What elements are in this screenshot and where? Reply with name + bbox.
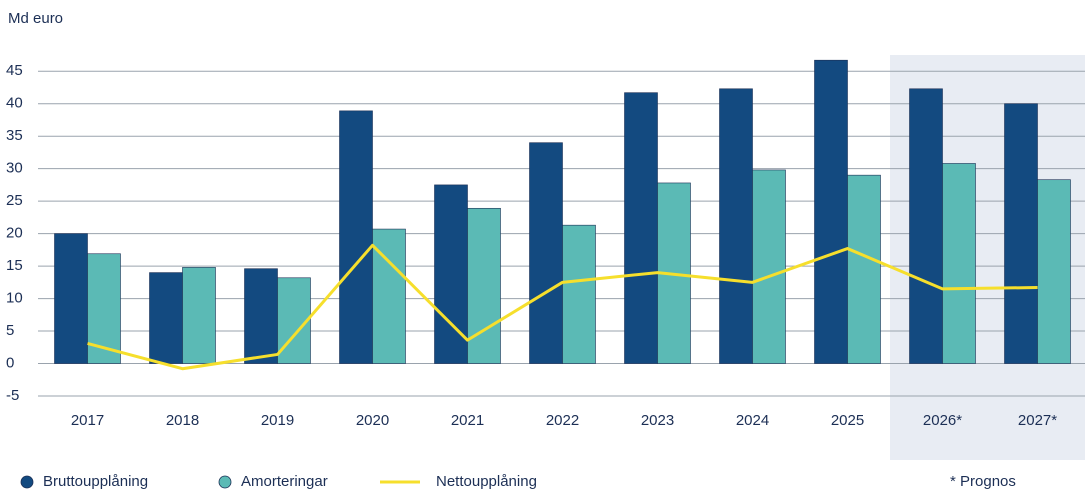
bar xyxy=(942,163,976,364)
x-tick-label: 2026* xyxy=(923,412,962,429)
x-tick-label: 2025 xyxy=(831,412,864,429)
bar xyxy=(719,88,753,364)
y-tick-label: 0 xyxy=(6,354,14,371)
x-tick-label: 2024 xyxy=(736,412,769,429)
bar xyxy=(624,92,658,364)
legend-label: Nettoupplåning xyxy=(436,473,537,490)
x-tick-label: 2027* xyxy=(1018,412,1057,429)
y-axis-label: Md euro xyxy=(8,10,63,27)
line xyxy=(87,243,1038,371)
legend-swatch xyxy=(218,475,232,489)
x-tick-label: 2021 xyxy=(451,412,484,429)
bar xyxy=(1004,103,1038,364)
bar xyxy=(562,224,596,364)
legend-label: Amorteringar xyxy=(241,473,328,490)
bar xyxy=(182,267,216,364)
x-tick-label: 2023 xyxy=(641,412,674,429)
x-tick-label: 2022 xyxy=(546,412,579,429)
bar xyxy=(149,272,183,364)
y-tick-label: 30 xyxy=(6,160,23,177)
bar xyxy=(54,233,88,364)
y-tick-label: 20 xyxy=(6,225,23,242)
legend-label: Bruttoupplåning xyxy=(43,473,148,490)
bar xyxy=(814,59,848,364)
bar xyxy=(244,268,278,364)
bar xyxy=(467,207,501,364)
x-tick-label: 2019 xyxy=(261,412,294,429)
bar xyxy=(847,174,881,364)
y-tick-label: 35 xyxy=(6,127,23,144)
bar xyxy=(529,142,563,364)
bar xyxy=(909,88,943,364)
x-tick-label: 2018 xyxy=(166,412,199,429)
x-tick-label: 2020 xyxy=(356,412,389,429)
legend-swatch xyxy=(20,475,34,489)
y-tick-label: 40 xyxy=(6,95,23,112)
annotation: * Prognos xyxy=(950,473,1016,490)
y-tick-label: 45 xyxy=(6,62,23,79)
y-tick-label: 15 xyxy=(6,257,23,274)
x-tick-label: 2017 xyxy=(71,412,104,429)
bar xyxy=(1037,179,1071,364)
y-tick-label: 5 xyxy=(6,322,14,339)
y-tick-label: 10 xyxy=(6,290,23,307)
bar xyxy=(339,110,373,364)
bar xyxy=(752,169,786,364)
y-tick-label: 25 xyxy=(6,192,23,209)
y-tick-label: -5 xyxy=(6,387,19,404)
